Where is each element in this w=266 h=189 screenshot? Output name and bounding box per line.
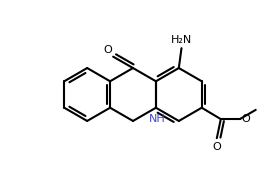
Text: O: O: [103, 45, 112, 55]
Text: H₂N: H₂N: [171, 35, 192, 45]
Text: O: O: [213, 142, 221, 152]
Text: O: O: [241, 114, 250, 124]
Text: NH: NH: [149, 114, 166, 124]
